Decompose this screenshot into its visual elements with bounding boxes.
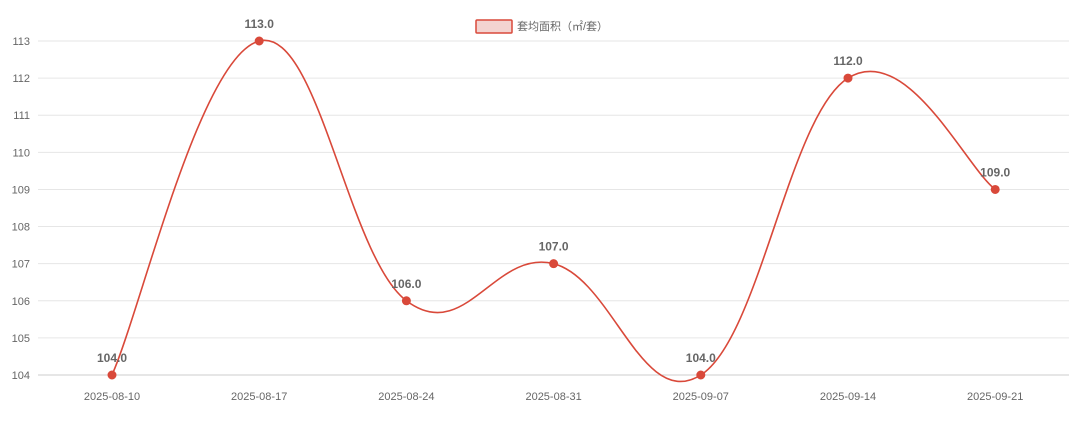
data-label: 104.0 [686,351,716,365]
x-tick-label: 2025-08-31 [525,391,581,403]
y-tick-label: 109 [12,184,30,196]
x-tick-label: 2025-09-07 [673,391,729,403]
series-line [111,39,996,383]
y-tick-label: 110 [12,147,30,159]
x-tick-labels: 2025-08-10 2025-08-17 2025-08-24 2025-08-31… [84,391,1023,403]
y-tick-label: 107 [12,259,30,271]
data-label: 106.0 [391,277,421,291]
x-tick-label: 2025-08-17 [231,391,287,403]
data-label: 112.0 [833,54,863,68]
data-label: 104.0 [97,351,127,365]
data-point[interactable] [990,184,1000,194]
x-tick-label: 2025-09-14 [820,391,876,403]
y-tick-label: 105 [12,333,30,345]
legend-swatch[interactable] [475,19,513,34]
y-tick-label: 104 [12,370,30,382]
data-point[interactable] [107,370,117,380]
y-tick-label: 113 [12,36,30,48]
data-point[interactable] [401,296,411,306]
x-tick-label: 2025-08-10 [84,391,140,403]
legend-label[interactable]: 套均面积（㎡/套） [517,20,608,33]
data-label: 109.0 [980,165,1010,179]
data-point[interactable] [254,36,264,46]
data-point[interactable] [843,73,853,83]
series [107,36,1000,383]
grid-lines [38,40,1069,339]
y-tick-label: 112 [12,73,30,85]
y-tick-labels: 104 105 106 107 108 109 110 111 112 113 [12,36,30,382]
y-tick-label: 111 [13,110,30,122]
data-point[interactable] [696,370,706,380]
x-tick-label: 2025-09-21 [967,391,1023,403]
data-point[interactable] [549,259,559,269]
y-tick-label: 108 [12,222,30,234]
x-tick-label: 2025-08-24 [378,391,434,403]
data-labels: 104.0 113.0 106.0 107.0 104.0 112.0 109.0 [97,17,1011,365]
y-tick-label: 106 [12,296,30,308]
data-label: 113.0 [245,17,275,31]
legend[interactable]: 套均面积（㎡/套） [475,19,608,34]
data-label: 107.0 [539,240,569,254]
